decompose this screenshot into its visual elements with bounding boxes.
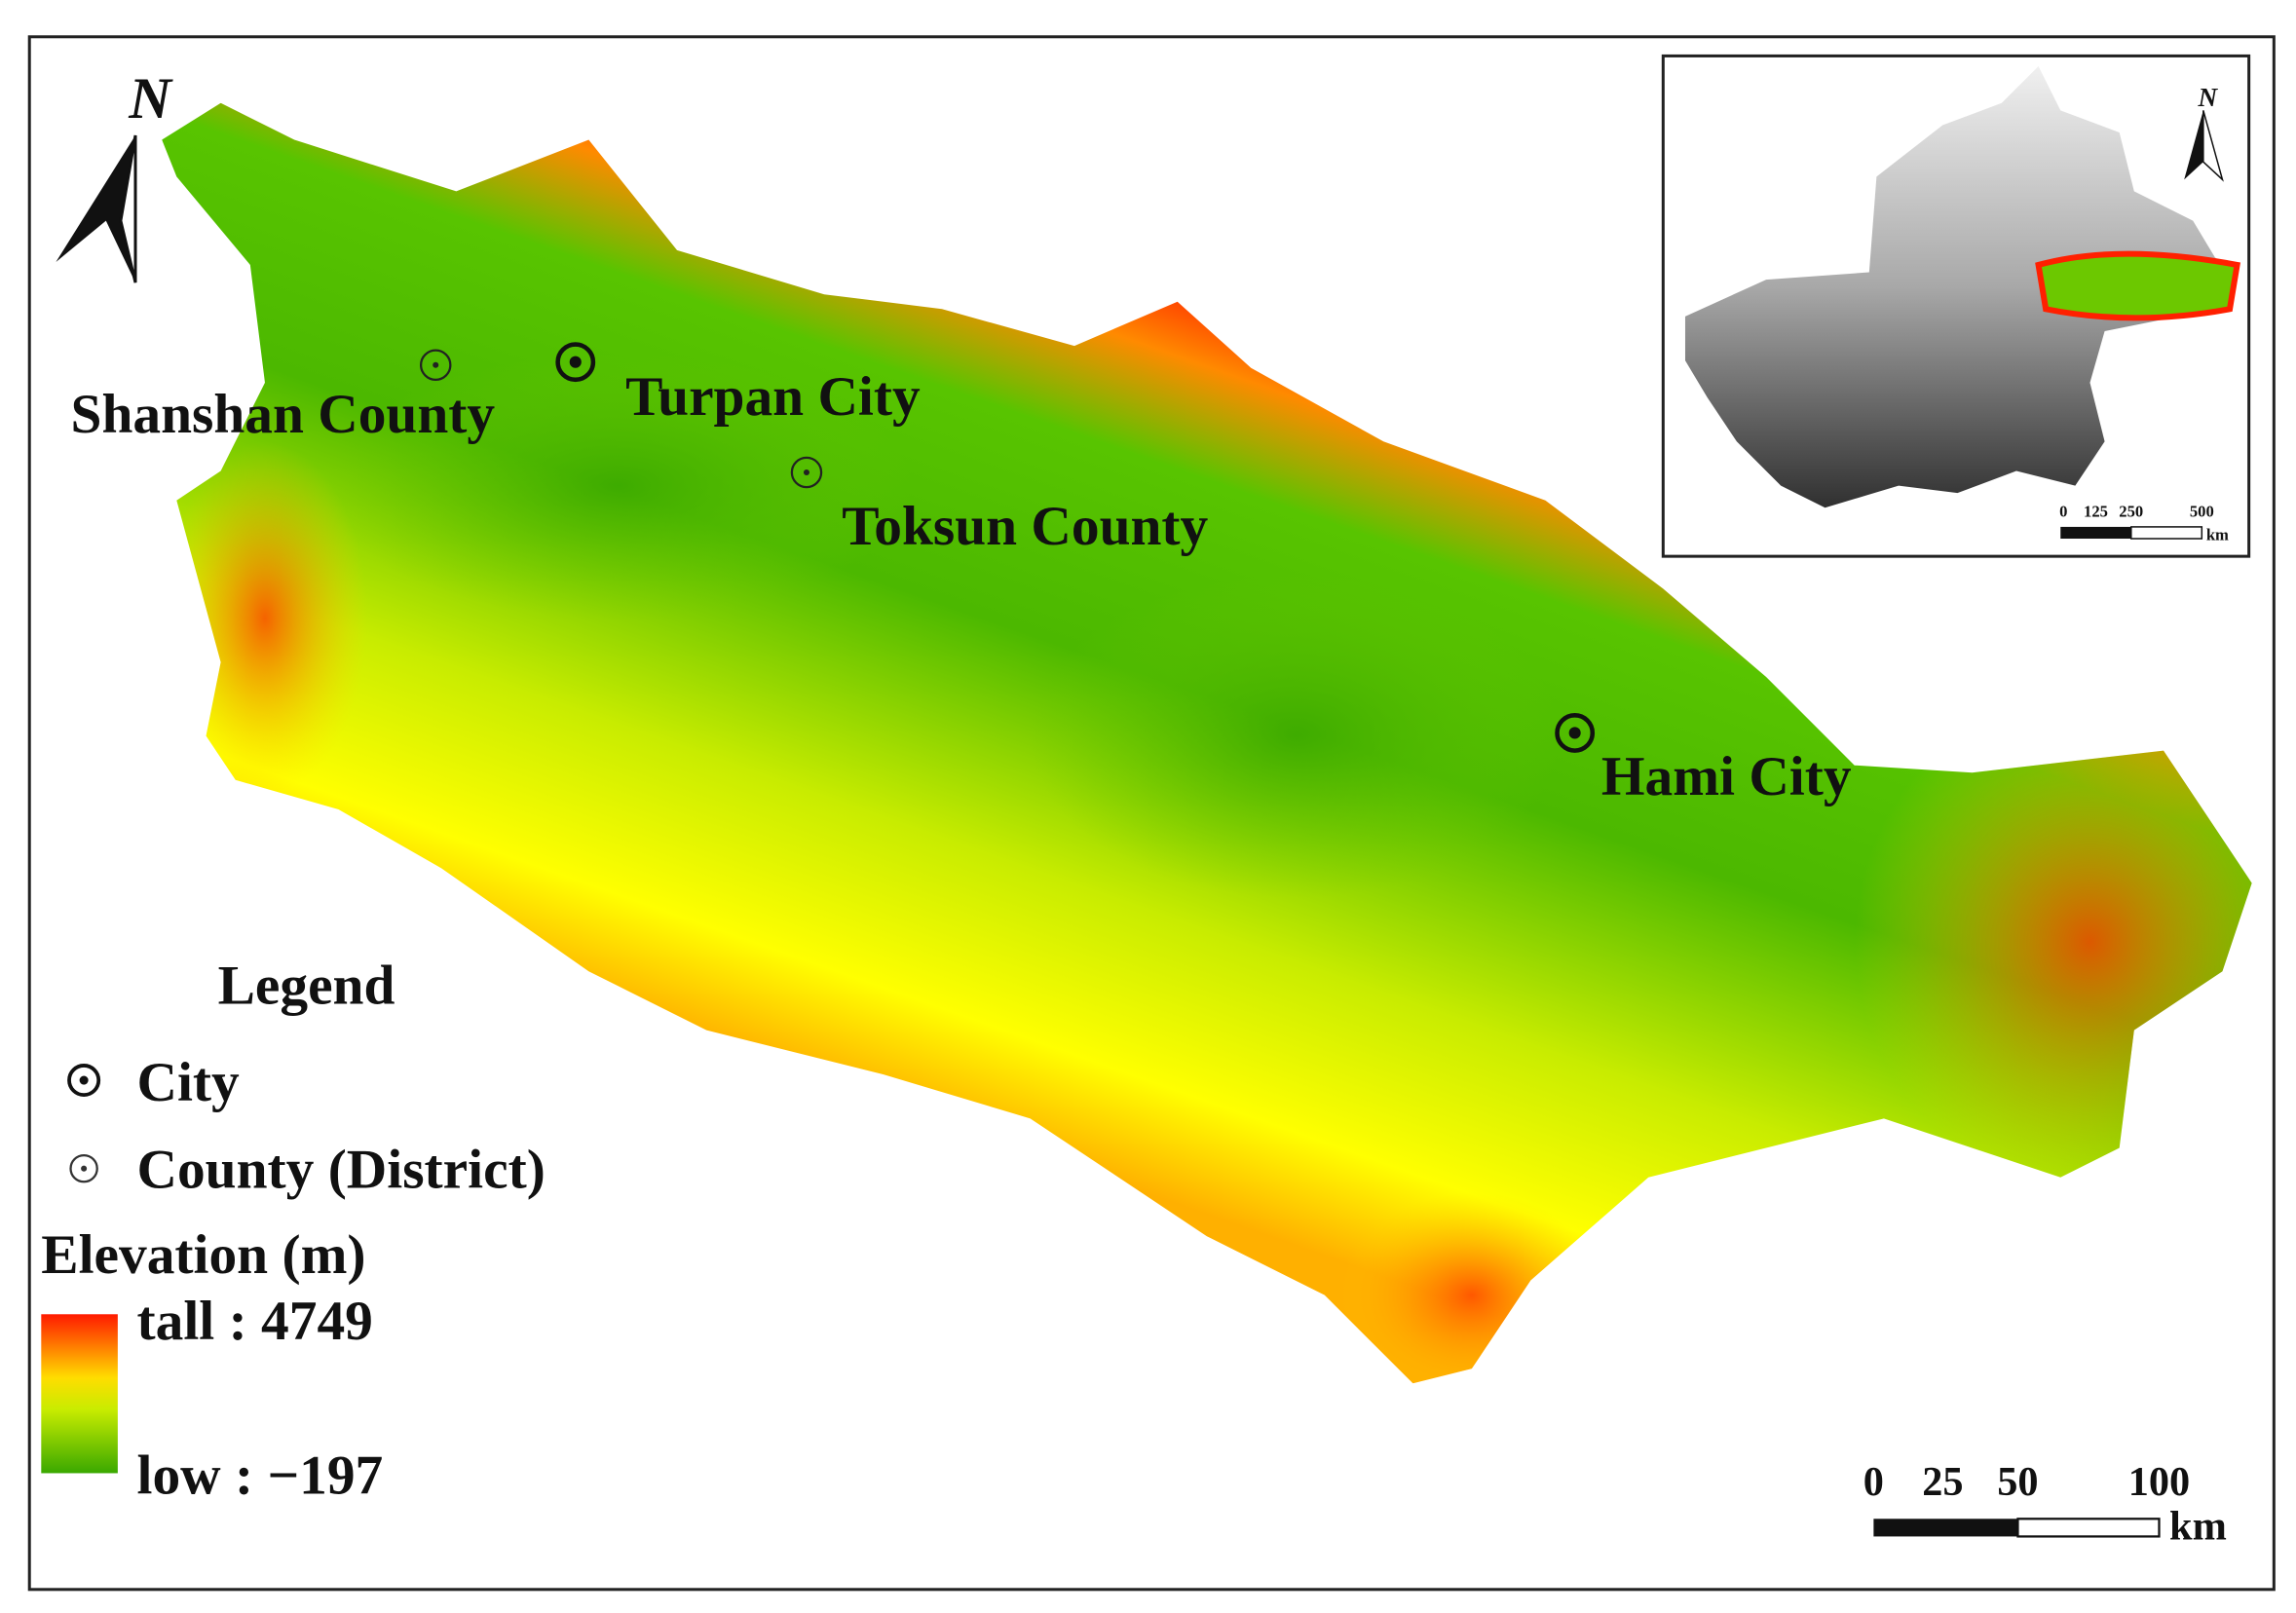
inset-map: N 0 125 250 500 km <box>1661 54 2251 558</box>
inset-scale-unit: km <box>2206 526 2229 544</box>
legend: Legend City County (District) Elevation … <box>41 955 546 1507</box>
place-label: Hami City <box>1601 746 1852 807</box>
scale-unit: km <box>2169 1503 2227 1549</box>
frame <box>27 35 2276 1592</box>
place-label: Toksun County <box>842 496 1208 557</box>
legend-item: County (District) <box>137 1139 546 1200</box>
elevation-title: Elevation (m) <box>41 1224 365 1286</box>
legend-title: Legend <box>218 955 395 1016</box>
scale-tick: 0 <box>1863 1459 1884 1505</box>
place-label: Turpan City <box>625 366 921 428</box>
elevation-high: tall : 4749 <box>137 1291 373 1352</box>
scale-tick: 50 <box>1997 1459 2038 1505</box>
inset-scale-tick: 500 <box>2190 502 2214 520</box>
north-arrow: N <box>56 66 173 283</box>
north-label: N <box>128 66 173 131</box>
place-label: Shanshan County <box>71 384 496 445</box>
inset-north-label: N <box>2198 83 2219 112</box>
inset-scale-tick: 250 <box>2119 502 2143 520</box>
inset-scale-tick: 0 <box>2059 502 2067 520</box>
legend-item: City <box>137 1052 241 1113</box>
scale-bar: 0 25 50 100 km <box>1863 1459 2227 1549</box>
places: Shanshan County Turpan City Toksun Count… <box>71 342 1852 807</box>
scale-tick: 25 <box>1922 1459 1963 1505</box>
inset-scale-tick: 125 <box>2084 502 2108 520</box>
scale-tick: 100 <box>2128 1459 2190 1505</box>
elevation-bar <box>41 1314 118 1474</box>
elevation-low: low : −197 <box>137 1445 384 1507</box>
